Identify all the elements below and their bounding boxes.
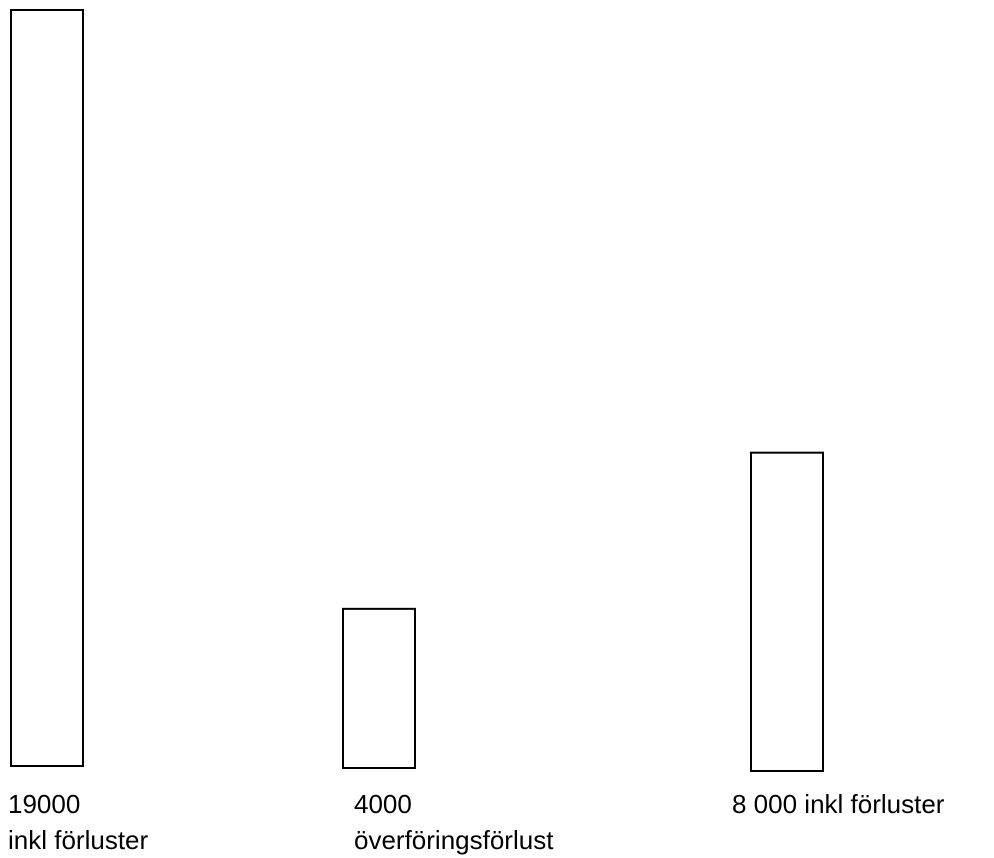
- bar-label-3-value: 8 000 inkl förluster: [732, 789, 945, 819]
- bar-1: [10, 9, 84, 767]
- bar-3: [750, 451, 824, 772]
- bar-label-2-value: 4000: [354, 789, 412, 819]
- bar-label-3: 8 000 inkl förluster: [732, 786, 944, 822]
- bar-label-1-note: inkl förluster: [8, 825, 149, 855]
- bar-label-1: 19000 inkl förluster: [8, 786, 148, 858]
- bar-label-2: 4000 överföringsförlust: [354, 786, 553, 858]
- bar-2: [342, 607, 416, 769]
- bar-label-2-note: överföringsförlust: [354, 825, 554, 855]
- bar-label-1-value: 19000: [8, 789, 81, 819]
